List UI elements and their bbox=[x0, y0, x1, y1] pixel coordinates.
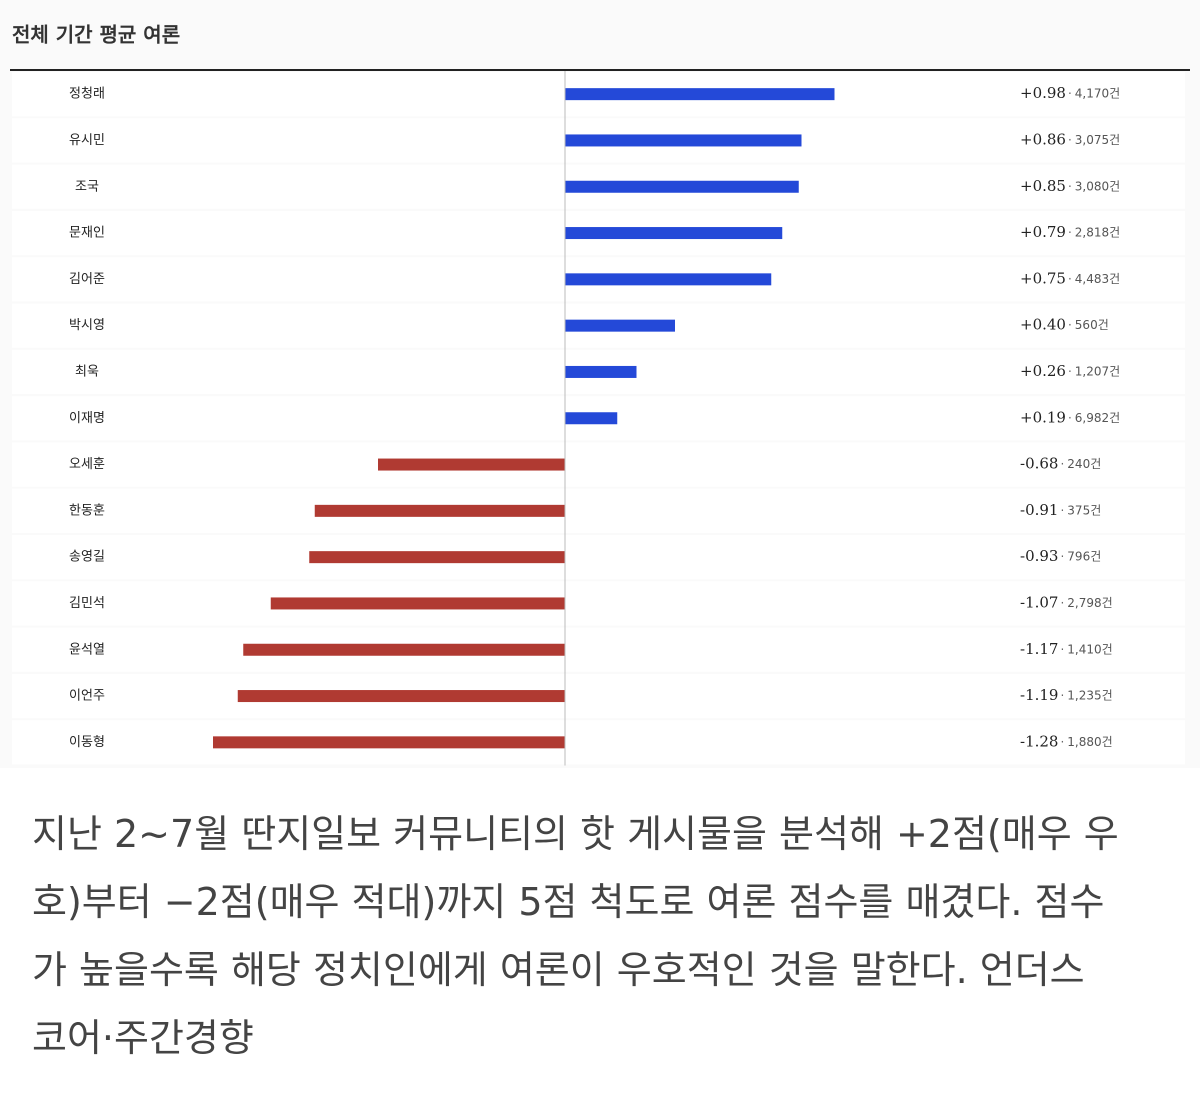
separator: · bbox=[1068, 133, 1072, 147]
count-label: 2,798건 bbox=[1067, 596, 1112, 610]
count-label: 3,080건 bbox=[1075, 179, 1120, 193]
y-tick-label: 한동훈 bbox=[69, 503, 105, 518]
y-tick-label: 윤석열 bbox=[69, 642, 105, 657]
row-background bbox=[12, 535, 1185, 580]
value-label: -0.93 bbox=[1020, 547, 1058, 565]
separator: · bbox=[1060, 503, 1064, 517]
value-label: +0.98 bbox=[1020, 84, 1066, 102]
bar bbox=[309, 551, 565, 564]
row-background bbox=[12, 673, 1185, 719]
y-tick-label: 송영길 bbox=[69, 550, 105, 565]
value-label: -0.68 bbox=[1020, 455, 1058, 473]
count-label: 1,207건 bbox=[1075, 364, 1120, 378]
count-label: 240건 bbox=[1067, 457, 1101, 471]
count-label: 4,170건 bbox=[1075, 87, 1120, 101]
value-label: +0.86 bbox=[1020, 130, 1066, 148]
value-label: -1.07 bbox=[1020, 593, 1058, 611]
y-tick-label: 문재인 bbox=[69, 226, 105, 241]
value-label: +0.75 bbox=[1020, 269, 1066, 287]
bar bbox=[565, 88, 835, 101]
bar bbox=[565, 180, 799, 193]
row-background bbox=[12, 581, 1185, 626]
separator: · bbox=[1060, 642, 1064, 656]
value-label: -1.17 bbox=[1020, 640, 1058, 658]
bar bbox=[565, 319, 675, 332]
value-label: +0.26 bbox=[1020, 362, 1066, 380]
separator: · bbox=[1060, 596, 1064, 610]
count-label: 1,410건 bbox=[1067, 642, 1112, 656]
count-label: 6,982건 bbox=[1075, 411, 1120, 425]
separator: · bbox=[1060, 735, 1064, 749]
row-background bbox=[12, 720, 1185, 765]
y-tick-label: 김민석 bbox=[69, 596, 105, 611]
row-background bbox=[12, 627, 1185, 672]
row-background bbox=[12, 488, 1185, 533]
y-tick-label: 김어준 bbox=[69, 272, 105, 287]
bar bbox=[565, 273, 772, 286]
count-label: 796건 bbox=[1067, 550, 1101, 564]
bar bbox=[237, 690, 565, 703]
separator: · bbox=[1060, 689, 1064, 703]
value-label: +0.19 bbox=[1020, 408, 1066, 426]
bar bbox=[378, 458, 565, 471]
value-label: -0.91 bbox=[1020, 501, 1058, 519]
caption-line: 가 높을수록 해당 정치인에게 여론이 우호적인 것을 말한다. 언더스 bbox=[32, 948, 1085, 992]
bar bbox=[565, 227, 783, 240]
y-tick-label: 이언주 bbox=[69, 689, 105, 704]
bar bbox=[565, 365, 637, 378]
count-label: 2,818건 bbox=[1075, 226, 1120, 240]
caption-line: 코어·주간경향 bbox=[32, 1016, 254, 1060]
bar bbox=[213, 736, 565, 749]
chart-title: 전체 기간 평균 여론 bbox=[12, 23, 180, 47]
separator: · bbox=[1068, 87, 1072, 101]
separator: · bbox=[1068, 318, 1072, 332]
bar bbox=[565, 412, 618, 425]
row-background bbox=[12, 442, 1185, 487]
bar bbox=[314, 504, 565, 517]
count-label: 1,880건 bbox=[1067, 735, 1112, 749]
separator: · bbox=[1068, 226, 1072, 240]
separator: · bbox=[1068, 272, 1072, 286]
count-label: 375건 bbox=[1067, 503, 1101, 517]
separator: · bbox=[1068, 411, 1072, 425]
y-tick-label: 오세훈 bbox=[69, 457, 105, 472]
y-tick-label: 조국 bbox=[75, 179, 99, 194]
bar bbox=[565, 134, 802, 147]
count-label: 1,235건 bbox=[1067, 689, 1112, 703]
separator: · bbox=[1068, 179, 1072, 193]
value-label: +0.85 bbox=[1020, 177, 1066, 195]
value-label: +0.79 bbox=[1020, 223, 1066, 241]
bar bbox=[243, 643, 565, 656]
count-label: 560건 bbox=[1075, 318, 1109, 332]
value-label: -1.28 bbox=[1020, 732, 1058, 750]
y-tick-label: 최욱 bbox=[75, 364, 99, 379]
separator: · bbox=[1060, 550, 1064, 564]
caption-line: 호)부터 −2점(매우 적대)까지 5점 척도로 여론 점수를 매겼다. 점수 bbox=[32, 880, 1105, 924]
y-tick-label: 정청래 bbox=[69, 87, 105, 102]
y-tick-label: 박시영 bbox=[69, 318, 105, 333]
bar bbox=[270, 597, 565, 610]
separator: · bbox=[1068, 364, 1072, 378]
y-tick-label: 이재명 bbox=[69, 411, 105, 426]
y-tick-label: 유시민 bbox=[69, 133, 105, 148]
y-tick-label: 이동형 bbox=[69, 735, 105, 750]
caption-line: 지난 2~7월 딴지일보 커뮤니티의 핫 게시물을 분석해 +2점(매우 우 bbox=[32, 812, 1119, 856]
separator: · bbox=[1060, 457, 1064, 471]
count-label: 4,483건 bbox=[1075, 272, 1120, 286]
value-label: -1.19 bbox=[1020, 686, 1058, 704]
value-label: +0.40 bbox=[1020, 316, 1066, 334]
count-label: 3,075건 bbox=[1075, 133, 1120, 147]
